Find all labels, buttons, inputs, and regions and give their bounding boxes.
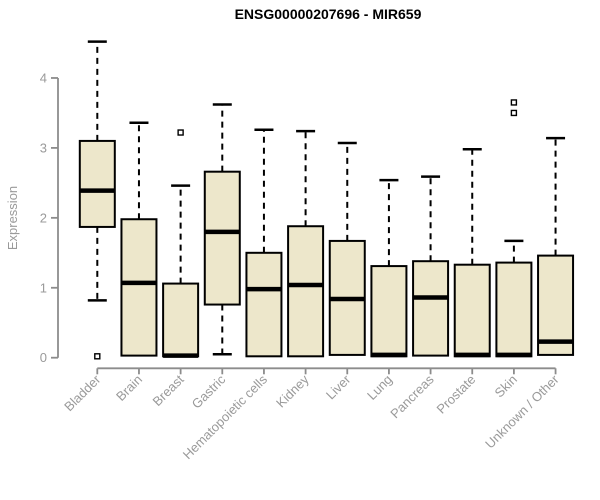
x-category-label: Brain <box>113 372 145 404</box>
y-tick-label: 1 <box>40 280 47 295</box>
x-category-label: Liver <box>323 371 354 402</box>
outlier-point <box>510 99 518 106</box>
box-group-bladder <box>78 40 116 360</box>
box-group-prostate <box>453 148 491 358</box>
x-category-label: Skin <box>492 372 520 400</box>
y-tick-label: 0 <box>40 350 47 365</box>
box-group-gastric <box>203 103 241 356</box>
iqr-box <box>453 263 491 358</box>
iqr-box <box>495 261 533 358</box>
iqr-box <box>287 225 325 358</box>
box-group-breast <box>162 129 200 358</box>
x-category-label: Kidney <box>273 371 312 410</box>
iqr-box <box>203 170 241 306</box>
box-group-brain <box>120 121 158 357</box>
x-category-label: Gastric <box>189 371 229 411</box>
x-category-label: Pancreas <box>387 371 437 421</box>
y-axis-label: Expression <box>5 186 20 250</box>
x-category-label: Lung <box>364 372 395 403</box>
box-group-hematopoietic-cells <box>245 128 283 358</box>
outlier-point <box>510 109 518 117</box>
y-tick-label: 3 <box>40 140 47 155</box>
outlier-point <box>94 353 101 360</box>
box-group-unknown-other <box>537 136 575 356</box>
box-group-kidney <box>287 129 325 358</box>
iqr-box <box>78 139 116 228</box>
iqr-box <box>412 260 450 357</box>
chart-title: ENSG00000207696 - MIR659 <box>235 6 422 22</box>
x-category-label: Bladder <box>61 371 104 414</box>
x-category-label: Unknown / Other <box>482 371 562 451</box>
box-group-liver <box>328 141 366 356</box>
box-group-skin <box>495 99 533 358</box>
iqr-box <box>120 218 158 357</box>
iqr-box <box>370 265 408 358</box>
x-category-label: Breast <box>150 372 187 409</box>
box-group-pancreas <box>412 175 450 357</box>
y-tick-label: 4 <box>40 70 47 85</box>
y-tick-label: 2 <box>40 210 47 225</box>
outlier-point <box>177 129 184 136</box>
boxes-group <box>78 40 575 360</box>
iqr-box <box>245 251 283 358</box>
x-category-label: Prostate <box>434 372 479 417</box>
box-group-lung <box>370 178 408 358</box>
iqr-box <box>162 282 200 358</box>
iqr-box <box>537 254 575 356</box>
